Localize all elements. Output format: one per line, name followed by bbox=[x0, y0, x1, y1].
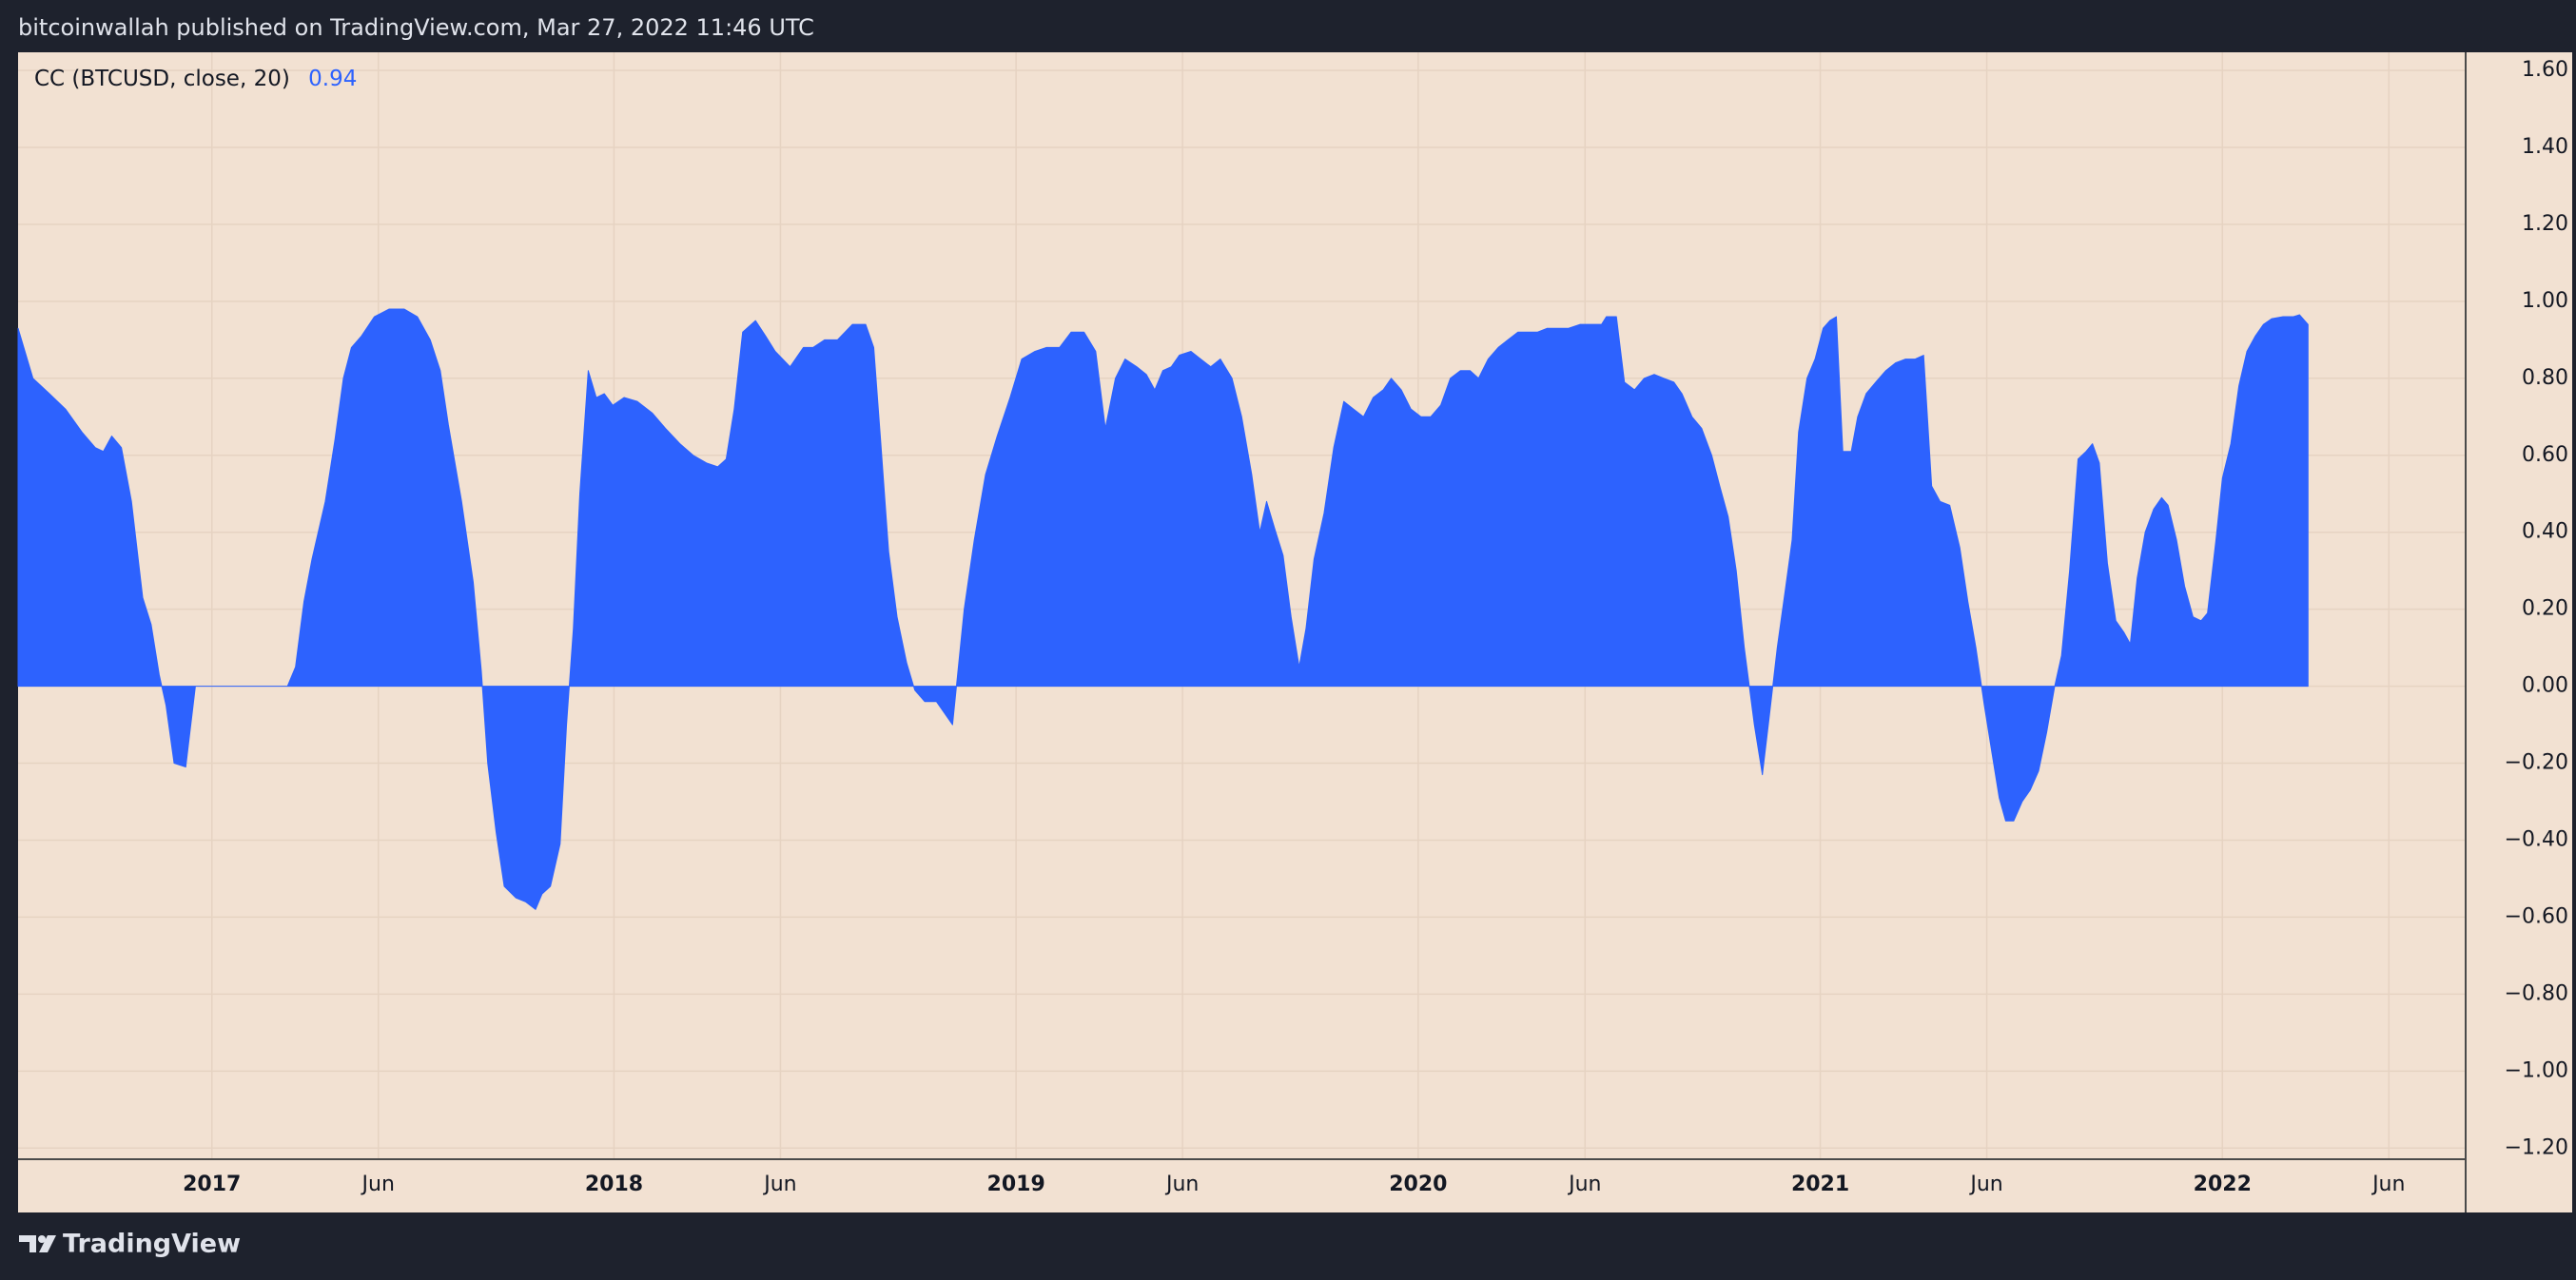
x-tick-label: 2020 bbox=[1389, 1173, 1447, 1196]
x-tick-label: 2021 bbox=[1791, 1173, 1849, 1196]
logo-mark bbox=[19, 1235, 36, 1252]
x-tick-label: Jun bbox=[361, 1173, 395, 1196]
legend-value: 0.94 bbox=[308, 67, 357, 91]
y-tick-label: −0.20 bbox=[2505, 751, 2568, 775]
y-tick-label: 1.40 bbox=[2522, 135, 2568, 159]
y-tick-label: 0.60 bbox=[2522, 443, 2568, 467]
y-tick-label: −0.80 bbox=[2505, 981, 2568, 1005]
x-tick-label: Jun bbox=[2371, 1173, 2405, 1196]
x-tick-label: Jun bbox=[1968, 1173, 2002, 1196]
y-tick-label: −0.40 bbox=[2505, 827, 2568, 851]
y-tick-label: 0.40 bbox=[2522, 520, 2568, 544]
y-tick-label: −0.60 bbox=[2505, 904, 2568, 928]
y-tick-label: 0.20 bbox=[2522, 597, 2568, 621]
x-tick-label: 2017 bbox=[183, 1173, 241, 1196]
caption: bitcoinwallah published on TradingView.c… bbox=[18, 14, 814, 41]
x-tick-label: Jun bbox=[1164, 1173, 1199, 1196]
plot bbox=[17, 308, 2309, 910]
y-tick-label: 1.00 bbox=[2522, 289, 2568, 313]
legend-name: CC (BTCUSD, close, 20) bbox=[34, 67, 290, 91]
axes: 1.60 1.40 1.20 1.00 0.80 0.60 0.40 0.20 0.00 −0.2… bbox=[183, 58, 2568, 1196]
x-tick-label: Jun bbox=[762, 1173, 796, 1196]
y-tick-label: 1.20 bbox=[2522, 212, 2568, 236]
y-tick-label: 0.00 bbox=[2522, 674, 2568, 698]
legend: CC (BTCUSD, close, 20) 0.94 bbox=[34, 67, 357, 91]
x-tick-label: 2022 bbox=[2194, 1173, 2252, 1196]
x-tick-label: 2019 bbox=[987, 1173, 1045, 1196]
logo-dot bbox=[38, 1235, 46, 1243]
area bbox=[17, 308, 2309, 910]
y-tick-label: 1.60 bbox=[2522, 58, 2568, 82]
y-tick-label: −1.20 bbox=[2505, 1135, 2568, 1159]
brand-logo bbox=[19, 1235, 56, 1252]
logo-slash bbox=[39, 1235, 56, 1252]
brand: TradingView bbox=[63, 1230, 241, 1259]
x-tick-label: Jun bbox=[1567, 1173, 1601, 1196]
x-tick-label: 2018 bbox=[585, 1173, 643, 1196]
y-tick-label: −1.00 bbox=[2505, 1058, 2568, 1082]
y-tick-label: 0.80 bbox=[2522, 366, 2568, 390]
